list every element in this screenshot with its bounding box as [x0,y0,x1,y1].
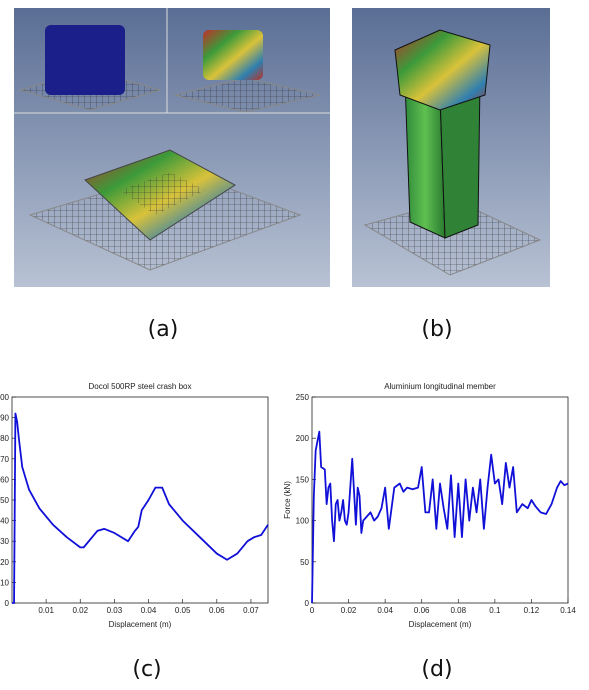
simulation-image-b [352,8,550,287]
x-tick-label: 0.06 [414,606,430,615]
x-tick-label: 0.08 [450,606,466,615]
x-tick-label: 0.06 [209,606,225,615]
chart-title: Aluminium longitudinal member [384,382,496,391]
y-tick-label: 10 [0,578,9,587]
x-tick-label: 0.12 [524,606,540,615]
y-tick-label: 250 [296,393,310,402]
x-tick-label: 0.14 [560,606,576,615]
y-tick-label: 100 [0,393,10,402]
x-tick-label: 0.04 [141,606,157,615]
x-tick-label: 0.02 [341,606,357,615]
y-tick-label: 30 [0,537,9,546]
x-tick-label: 0.01 [38,606,54,615]
x-tick-label: 0.1 [489,606,501,615]
y-tick-label: 20 [0,558,9,567]
x-tick-label: 0 [310,606,315,615]
x-tick-label: 0.04 [377,606,393,615]
y-tick-label: 0 [5,599,10,608]
chart-title: Docol 500RP steel crash box [88,382,191,391]
y-tick-label: 50 [0,496,9,505]
panel-label: (a) [148,317,179,342]
y-tick-label: 80 [0,434,9,443]
panel-label: (b) [421,317,452,342]
y-axis-label: Force (kN) [283,481,292,519]
panel-label: (d) [421,657,452,682]
panel-label: (c) [132,657,161,682]
y-tick-label: 100 [296,517,310,526]
x-tick-label: 0.03 [107,606,123,615]
y-tick-label: 0 [305,599,310,608]
x-tick-label: 0.07 [243,606,259,615]
simulation-image-a [14,8,330,287]
y-tick-label: 60 [0,475,9,484]
figure: (a) (b) (c) (d) Docol 500RP steel crash … [0,0,589,690]
x-tick-label: 0.02 [72,606,88,615]
plot-frame [312,397,568,603]
plot-frame [12,397,268,603]
x-axis-label: Displacement (m) [109,620,172,629]
y-tick-label: 50 [300,558,309,567]
y-tick-label: 200 [296,434,310,443]
y-tick-label: 90 [0,414,9,423]
y-tick-label: 40 [0,517,9,526]
x-axis-label: Displacement (m) [409,620,472,629]
y-tick-label: 70 [0,455,9,464]
y-tick-label: 150 [296,475,310,484]
x-tick-label: 0.05 [175,606,191,615]
